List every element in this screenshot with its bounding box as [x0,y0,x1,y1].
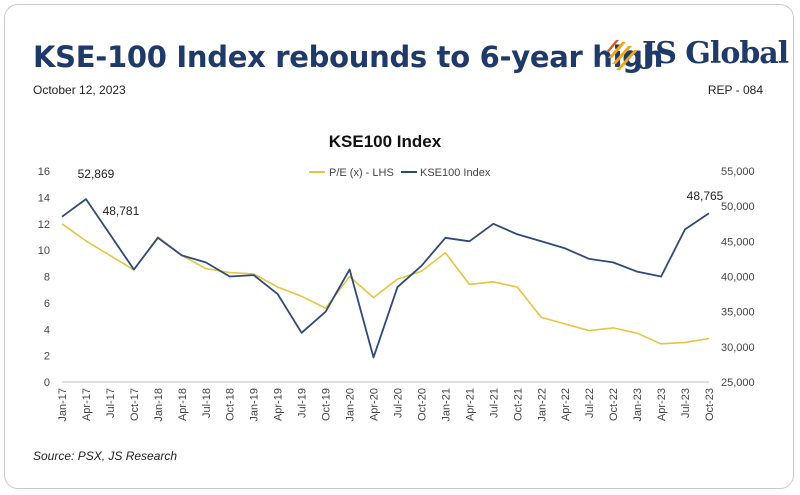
x-tick-label: Jan-18 [153,388,165,422]
x-tick-label: Jul-17 [105,388,117,418]
y-left-tick-label: 0 [44,377,50,389]
x-tick-label: Oct-17 [129,388,141,421]
legend-label-pe: P/E (x) - LHS [329,167,394,179]
y-left-tick-label: 6 [44,298,50,310]
x-tick-label: Oct-21 [512,388,524,421]
x-tick-label: Jul-18 [201,388,213,418]
x-tick-label: Jul-21 [488,388,500,418]
x-tick-label: Jul-22 [584,388,596,418]
x-tick-label: Oct-19 [321,388,333,421]
y-left-tick-label: 8 [44,272,50,284]
source-note: Source: PSX, JS Research [33,449,178,463]
x-tick-label: Apr-21 [464,388,476,421]
x-tick-label: Jan-17 [57,388,69,422]
report-date: October 12, 2023 [33,83,126,97]
x-tick-label: Jan-22 [536,388,548,422]
y-left-tick-label: 16 [38,166,50,178]
y-right-tick-label: 55,000 [721,166,755,178]
annotation-peak-2017: 52,869 [78,167,115,181]
y-right-tick-label: 25,000 [721,377,755,389]
y-left-tick-label: 4 [44,324,50,336]
y-left-tick-label: 10 [38,245,50,257]
x-tick-label: Apr-19 [273,388,285,421]
y-right-tick-label: 45,000 [721,236,755,248]
x-tick-label: Apr-18 [177,388,189,421]
series-line-kse [61,198,710,359]
x-tick-label: Apr-22 [560,388,572,421]
x-tick-label: Jan-19 [249,388,261,422]
y-right-tick-label: 35,000 [721,307,755,319]
y-left-tick-label: 14 [38,192,50,204]
y-right-tick-label: 50,000 [721,201,755,213]
annotation-jul-2017: 48,781 [103,204,140,218]
y-right-tick-label: 30,000 [721,342,755,354]
report-id: REP - 084 [707,83,763,97]
js-global-logo: JS Global [606,34,789,78]
series-line-pe [61,223,710,345]
legend-label-kse: KSE100 Index [420,167,491,179]
x-tick-label: Jan-20 [345,388,357,422]
x-tick-label: Oct-20 [416,388,428,421]
x-tick-label: Jan-23 [632,388,644,422]
x-tick-label: Oct-23 [704,388,716,421]
annotation-latest: 48,765 [687,189,724,203]
logo-text: JS Global [642,36,789,71]
report-card [4,4,794,489]
y-right-tick-label: 40,000 [721,272,755,284]
x-tick-label: Oct-18 [225,388,237,421]
chart-title: KSE100 Index [329,132,442,151]
x-tick-label: Jan-21 [440,388,452,422]
x-tick-label: Oct-22 [608,388,620,421]
y-left-tick-label: 2 [44,351,50,363]
x-tick-label: Jul-23 [680,388,692,418]
headline: KSE-100 Index rebounds to 6-year high [33,40,664,74]
x-tick-label: Apr-17 [81,388,93,421]
x-tick-label: Jul-20 [392,388,404,418]
logo-mark-icon [606,40,638,70]
x-tick-label: Apr-23 [656,388,668,421]
x-tick-label: Jul-19 [297,388,309,418]
y-left-tick-label: 12 [38,219,50,231]
x-tick-label: Apr-20 [369,388,381,421]
